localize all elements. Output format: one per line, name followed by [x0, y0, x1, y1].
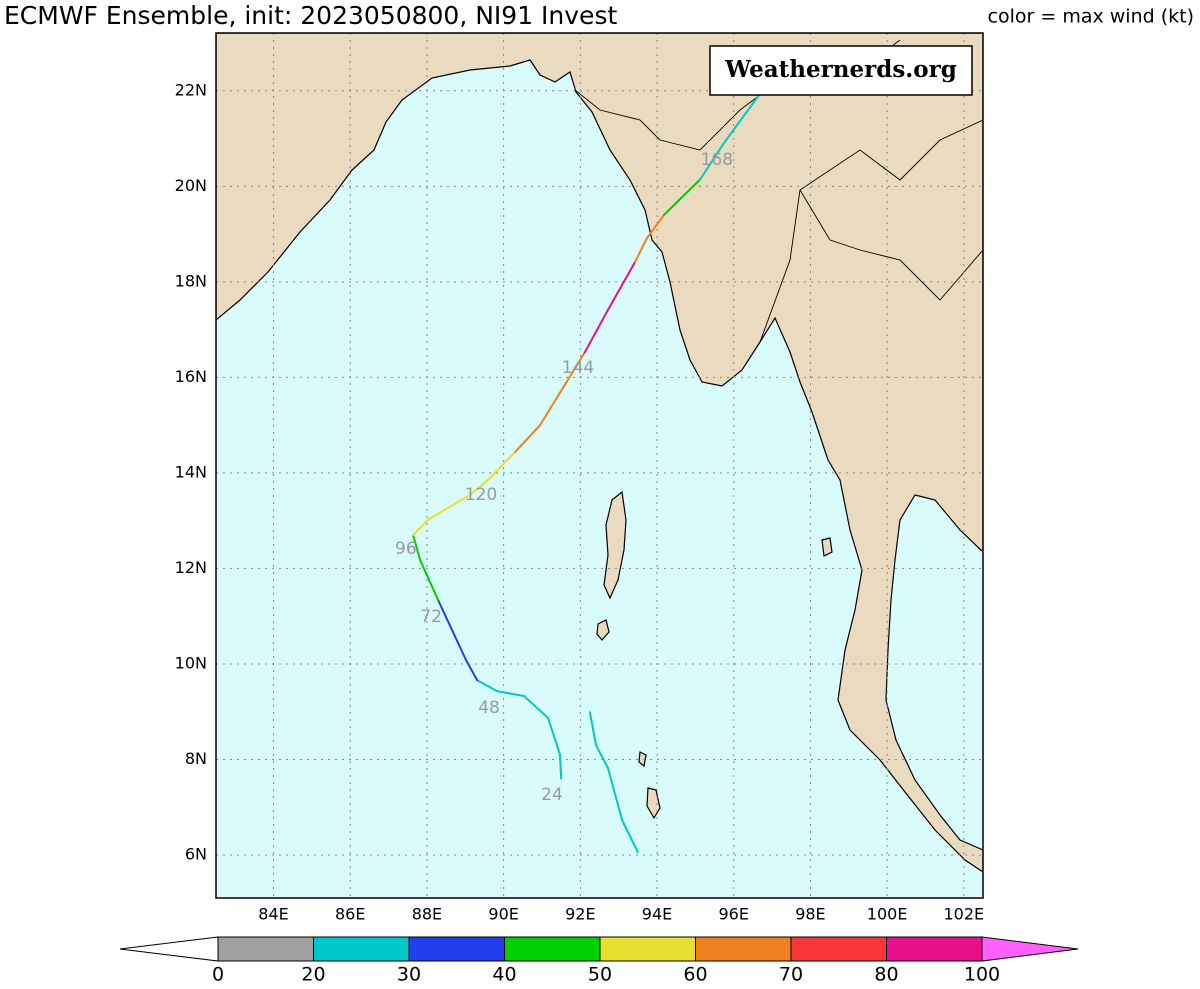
hour-label: 168 — [701, 150, 733, 170]
track-segment — [522, 694, 550, 719]
lon-label: 100E — [867, 905, 908, 924]
track-segment — [427, 493, 471, 521]
lat-label: 8N — [185, 749, 207, 768]
island — [638, 751, 647, 768]
track-segment — [412, 533, 422, 561]
track-segment — [468, 479, 489, 496]
hour-label: 72 — [420, 607, 442, 627]
track-segment — [621, 819, 639, 854]
lon-label: 96E — [718, 905, 748, 924]
map: Weathernerds.org — [215, 32, 984, 899]
track-segment — [547, 716, 561, 756]
colorbar-bin — [504, 936, 601, 962]
title: ECMWF Ensemble, init: 2023050800, NI91 I… — [4, 1, 617, 30]
colorbar-label: 40 — [492, 964, 516, 986]
lon-label: 98E — [795, 905, 825, 924]
track-segment — [583, 309, 609, 354]
track-segment — [662, 178, 701, 216]
colorbar-label: 70 — [779, 964, 803, 986]
island — [603, 490, 627, 600]
colorbar-under — [119, 936, 219, 962]
track-segment — [606, 767, 624, 822]
track-segment — [419, 558, 440, 601]
border — [799, 189, 983, 301]
lon-label: 84E — [258, 905, 288, 924]
colorbar-label: 30 — [397, 964, 421, 986]
colorbar-label: 0 — [212, 964, 224, 986]
hour-label: 144 — [562, 358, 594, 378]
lon-label: 90E — [488, 905, 518, 924]
track-segment — [606, 260, 637, 312]
lat-label: 10N — [175, 653, 207, 672]
hour-label: 96 — [395, 539, 417, 559]
legend-title: color = max wind (kt) — [988, 6, 1194, 28]
colorbar-label: 100 — [964, 964, 1000, 986]
track-segment — [514, 424, 542, 453]
hour-label: 120 — [465, 485, 497, 505]
lat-label: 22N — [175, 80, 207, 99]
map-frame — [215, 32, 984, 899]
colorbar-bin — [599, 936, 696, 962]
track-segment — [698, 141, 726, 181]
lat-label: 14N — [175, 462, 207, 481]
colorbar-bin — [790, 936, 887, 962]
lat-label: 18N — [175, 271, 207, 290]
track-segment — [634, 236, 649, 263]
lat-label: 12N — [175, 558, 207, 577]
island — [821, 537, 833, 557]
lon-label: 102E — [943, 905, 984, 924]
lat-label: 16N — [175, 367, 207, 386]
track-segment — [496, 690, 525, 697]
colorbar-bin — [313, 936, 410, 962]
watermark: Weathernerds.org — [724, 56, 957, 83]
track-segment — [437, 598, 468, 662]
hour-label: 24 — [541, 785, 563, 805]
colorbar-over — [981, 936, 1079, 962]
colorbar-bin — [695, 936, 792, 962]
track-segment — [558, 753, 563, 780]
lat-label: 20N — [175, 176, 207, 195]
hour-label: 48 — [478, 698, 500, 718]
colorbar-bin — [217, 936, 314, 962]
border — [759, 119, 983, 343]
track-segment — [646, 213, 665, 239]
lon-label: 88E — [412, 905, 442, 924]
colorbar-label: 60 — [683, 964, 707, 986]
colorbar-bin — [408, 936, 505, 962]
colorbar-bin — [886, 936, 983, 962]
colorbar-label: 50 — [588, 964, 612, 986]
track-segment — [486, 450, 517, 482]
island — [596, 619, 610, 641]
land — [216, 33, 983, 873]
lon-label: 94E — [642, 905, 672, 924]
track-segment — [476, 679, 499, 693]
colorbar-label: 80 — [874, 964, 898, 986]
track-segment — [723, 89, 764, 144]
lon-label: 86E — [335, 905, 365, 924]
lon-label: 92E — [565, 905, 595, 924]
track-segment — [588, 711, 598, 747]
track-segment — [539, 351, 586, 427]
track-segment — [465, 659, 479, 682]
watermark-box — [709, 45, 973, 96]
track-segment — [412, 518, 430, 536]
colorbar: 0 20 30 40 50 60 70 80 100 — [119, 936, 1079, 986]
lat-label: 6N — [185, 845, 207, 864]
colorbar-label: 20 — [301, 964, 325, 986]
track-segment — [595, 744, 609, 770]
